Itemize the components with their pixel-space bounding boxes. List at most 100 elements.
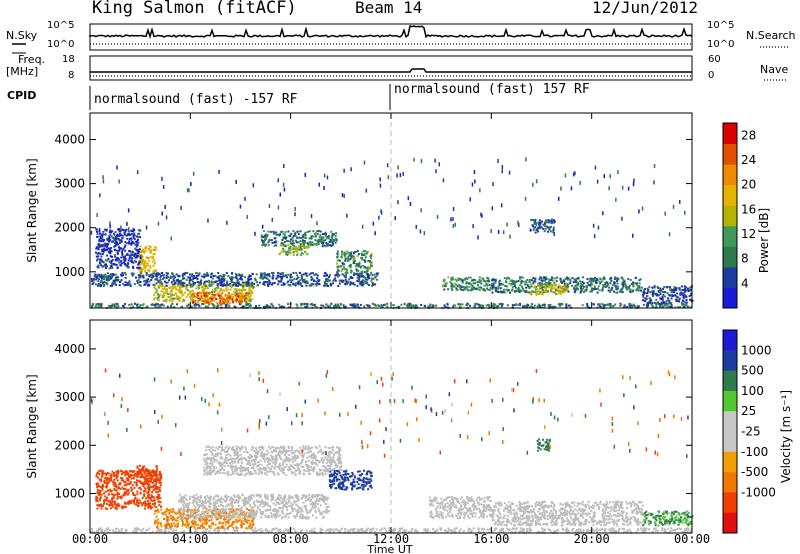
scatter-cell (125, 502, 128, 505)
scatter-cell (364, 282, 367, 285)
scatter-cell (100, 280, 103, 283)
scatter-cell (300, 302, 303, 305)
scatter-cell (303, 280, 306, 283)
scatter-cell (607, 303, 610, 306)
scatter-cell (244, 298, 247, 301)
scatter-cell (110, 262, 113, 265)
scatter-cell (108, 231, 111, 234)
scatter-cell (545, 221, 548, 224)
scatter-cell (369, 530, 372, 533)
scatter-cell (388, 528, 391, 531)
scatter-cell (153, 253, 156, 256)
scatter-cell (613, 290, 615, 293)
scatter-cell (105, 528, 108, 531)
scatter-cell (249, 294, 252, 297)
scatter-cell (337, 530, 340, 533)
scatter-cell (175, 529, 178, 532)
scatter-cell (647, 290, 649, 293)
scatter-cell (109, 285, 112, 287)
scatter-cell (648, 286, 651, 289)
scatter-cell (670, 291, 673, 294)
scatter-cell (134, 474, 137, 477)
scatter-cell (99, 237, 102, 240)
scatter-cell (497, 286, 500, 289)
scatter-cell (410, 305, 413, 307)
scatter-cell (313, 243, 316, 246)
scatter-cell (183, 272, 186, 275)
scatter-cell (162, 304, 165, 307)
scatter-cell (130, 243, 133, 246)
scatter-cell (156, 465, 158, 468)
scatter-cell (313, 280, 316, 282)
scatter-cell (230, 276, 233, 279)
scatter-cell (683, 285, 686, 288)
scatter-cell (305, 280, 308, 283)
scatter-cell (204, 283, 207, 286)
scatter-cell (230, 296, 233, 299)
scatter-cell (133, 232, 136, 235)
scatter-cell (99, 497, 102, 500)
scatter-cell (144, 505, 147, 507)
scatter-cell (112, 493, 115, 496)
scatter-cell (155, 302, 158, 305)
scatter-cell (252, 287, 255, 290)
scatter-cell (164, 531, 167, 533)
scatter-cell (146, 469, 149, 472)
scatter-cell (116, 473, 119, 476)
scatter-cell (177, 281, 180, 284)
scatter-cell (350, 255, 353, 258)
scatter-cell (181, 274, 184, 277)
scatter-cell (133, 229, 136, 232)
scatter-cell (683, 287, 686, 290)
scatter-cell (98, 303, 101, 306)
scatter-cell (673, 291, 676, 294)
scatter-cell (267, 284, 269, 286)
scatter-cell (154, 487, 157, 490)
scatter-cell (619, 290, 622, 293)
scatter-cell (544, 219, 547, 222)
scatter-cell (329, 282, 332, 285)
scatter-cell (532, 229, 535, 232)
y-tick-label: 1000 (54, 265, 85, 279)
scatter-cell (116, 491, 119, 494)
scatter-cell (305, 245, 308, 248)
scatter-cell (297, 280, 300, 283)
scatter-cell (676, 300, 679, 303)
scatter-cell (245, 292, 248, 295)
scatter-cell (606, 285, 609, 287)
scatter-cell (231, 281, 234, 283)
sparse-cell (452, 217, 454, 222)
scatter-cell (97, 489, 100, 492)
scatter-cell (97, 476, 100, 479)
scatter-cell (361, 530, 364, 533)
freq-tick-low: 8 (68, 70, 75, 81)
scatter-cell (534, 285, 537, 288)
scatter-cell (192, 295, 194, 297)
sparse-cell (477, 235, 479, 240)
scatter-cell (541, 287, 543, 290)
scatter-cell (348, 278, 350, 281)
power-heatmap (90, 157, 694, 310)
scatter-cell (248, 287, 251, 289)
scatter-cell (156, 485, 158, 488)
scatter-cell (355, 250, 358, 253)
scatter-cell (543, 305, 546, 308)
scatter-cell (242, 285, 245, 287)
scatter-cell (216, 302, 219, 304)
sparse-cell (192, 171, 195, 176)
scatter-cell (212, 291, 215, 294)
scatter-cell (116, 276, 119, 279)
scatter-cell (363, 259, 366, 262)
scatter-cell (583, 285, 585, 288)
scatter-cell (336, 250, 339, 253)
scatter-cell (217, 272, 220, 274)
scatter-cell (101, 485, 104, 488)
scatter-cell (579, 291, 582, 294)
scatter-cell (343, 275, 346, 278)
scatter-cell (274, 244, 277, 247)
scatter-cell (356, 263, 359, 266)
scatter-cell (647, 302, 650, 305)
scatter-cell (683, 288, 686, 291)
scatter-cell (246, 277, 249, 280)
scatter-cell (461, 303, 464, 306)
